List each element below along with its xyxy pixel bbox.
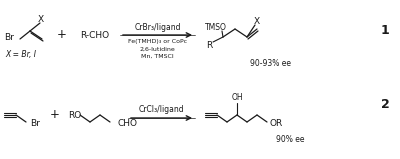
Text: Mn, TMSCl: Mn, TMSCl [141,53,174,59]
Text: 2: 2 [381,98,389,111]
Text: X: X [254,17,260,25]
Text: R: R [206,41,212,49]
Text: 1: 1 [381,24,389,37]
Text: +: + [57,28,67,41]
Text: 2,6-lutidine: 2,6-lutidine [140,46,175,52]
Text: R-CHO: R-CHO [80,31,110,39]
Text: RO: RO [68,111,81,120]
Text: TMSO: TMSO [205,23,227,31]
Text: 90% ee: 90% ee [276,135,304,145]
Text: CHO: CHO [117,118,137,128]
Text: OH: OH [231,93,243,103]
Text: Br: Br [4,32,14,41]
Text: Br: Br [30,120,40,128]
Text: X: X [38,15,44,24]
Text: CrBr₃/ligand: CrBr₃/ligand [134,23,181,31]
Text: OR: OR [270,118,283,128]
Text: +: + [50,108,60,121]
Text: CrCl₃/ligand: CrCl₃/ligand [139,106,184,114]
Text: 90-93% ee: 90-93% ee [250,59,290,68]
Text: X = Br, I: X = Br, I [5,51,36,59]
Text: Fe(TMHD)₃ or CoPc: Fe(TMHD)₃ or CoPc [128,39,187,45]
